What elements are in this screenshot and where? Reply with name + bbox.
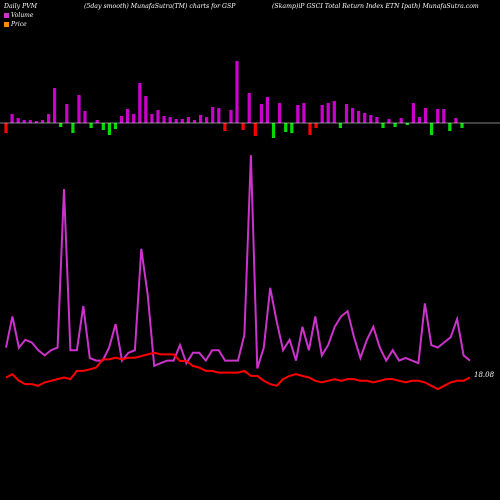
pvm-bar xyxy=(65,104,69,123)
pvm-bar xyxy=(138,83,142,123)
pvm-bar xyxy=(320,105,324,123)
pvm-bar xyxy=(40,120,45,123)
pvm-bars xyxy=(4,61,464,138)
pvm-bar xyxy=(369,115,373,123)
pvm-bar xyxy=(363,113,367,123)
pvm-bar xyxy=(235,61,239,123)
pvm-bar xyxy=(59,123,63,127)
pvm-bar xyxy=(296,105,300,123)
pvm-bar xyxy=(302,103,306,123)
pvm-bar xyxy=(174,119,178,123)
pvm-bar xyxy=(436,109,440,123)
pvm-bar xyxy=(223,123,227,131)
header-right: (Skamp)iP GSCI Total Return Index ETN Ip… xyxy=(272,3,479,10)
pvm-bar xyxy=(338,123,342,128)
pvm-bar xyxy=(10,114,14,123)
pvm-bar xyxy=(375,117,379,123)
legend-volume-label: Volume xyxy=(11,12,34,19)
header-mid: (5day smooth) MunafaSutra(TM) charts for… xyxy=(84,3,236,10)
pvm-bar xyxy=(119,116,124,123)
pvm-bar xyxy=(156,110,160,123)
pvm-bar xyxy=(217,108,221,123)
pvm-bar xyxy=(332,101,336,123)
pvm-bar xyxy=(442,109,446,123)
price-line xyxy=(5,351,471,391)
pvm-bar xyxy=(107,123,111,135)
legend-volume-swatch xyxy=(4,13,9,18)
pvm-bar xyxy=(241,123,245,130)
pvm-bar xyxy=(460,123,464,128)
pvm-bar xyxy=(162,116,166,123)
pvm-bar xyxy=(344,104,349,123)
pvm-bar xyxy=(271,123,276,138)
pvm-bar xyxy=(357,111,361,123)
legend-price-swatch xyxy=(4,22,9,27)
pvm-bar xyxy=(186,117,190,123)
pvm-bar xyxy=(351,108,355,123)
pvm-bar xyxy=(265,97,269,123)
pvm-bar xyxy=(77,95,81,123)
pvm-bar xyxy=(278,103,282,123)
pvm-bar xyxy=(411,103,415,123)
pvm-bar xyxy=(211,107,215,123)
pvm-bar xyxy=(132,114,136,123)
pvm-bar xyxy=(284,123,288,132)
pvm-bar xyxy=(423,108,428,123)
pvm-bar xyxy=(71,123,75,133)
header-left: Daily PVM xyxy=(4,3,38,10)
pvm-bar xyxy=(16,118,20,123)
pvm-bar xyxy=(393,123,397,127)
pvm-bar xyxy=(83,111,87,123)
pvm-bar xyxy=(144,96,148,123)
pvm-bar xyxy=(101,123,105,130)
pvm-bar xyxy=(308,123,312,135)
pvm-bar xyxy=(28,120,32,123)
pvm-bar xyxy=(387,119,391,123)
pvm-bar xyxy=(448,123,452,131)
pvm-bar xyxy=(417,117,421,123)
pvm-bar xyxy=(405,123,409,125)
pvm-bar xyxy=(381,123,385,128)
pvm-bar xyxy=(126,109,130,123)
pvm-bar xyxy=(314,123,318,128)
pvm-bar xyxy=(22,120,26,123)
pvm-bar xyxy=(247,93,251,123)
pvm-bar xyxy=(259,104,263,123)
pvm-bar xyxy=(150,114,154,123)
pvm-bar xyxy=(113,123,117,129)
price-label: 18.08 xyxy=(474,371,495,379)
pvm-bar xyxy=(4,123,8,133)
pvm-bar xyxy=(47,114,51,123)
pvm-bar xyxy=(89,123,93,128)
legend-price: Price xyxy=(4,21,27,28)
pvm-bar xyxy=(205,117,209,123)
pvm-bar xyxy=(290,123,294,133)
pvm-bar xyxy=(53,88,57,123)
pvm-bar xyxy=(399,118,403,123)
legend-price-label: Price xyxy=(11,21,27,28)
pvm-bar xyxy=(253,123,257,136)
pvm-bar xyxy=(168,117,172,123)
pvm-bar xyxy=(430,123,434,135)
pvm-bar xyxy=(192,120,197,123)
volume-line xyxy=(5,155,471,369)
pvm-bar xyxy=(326,103,330,123)
pvm-bar xyxy=(199,115,203,123)
pvm-bar xyxy=(34,121,38,123)
pvm-bar xyxy=(229,110,233,123)
pvm-bar xyxy=(95,120,99,123)
pvm-bar xyxy=(454,118,458,123)
legend-volume: Volume xyxy=(4,12,33,19)
pvm-bar xyxy=(180,119,184,123)
